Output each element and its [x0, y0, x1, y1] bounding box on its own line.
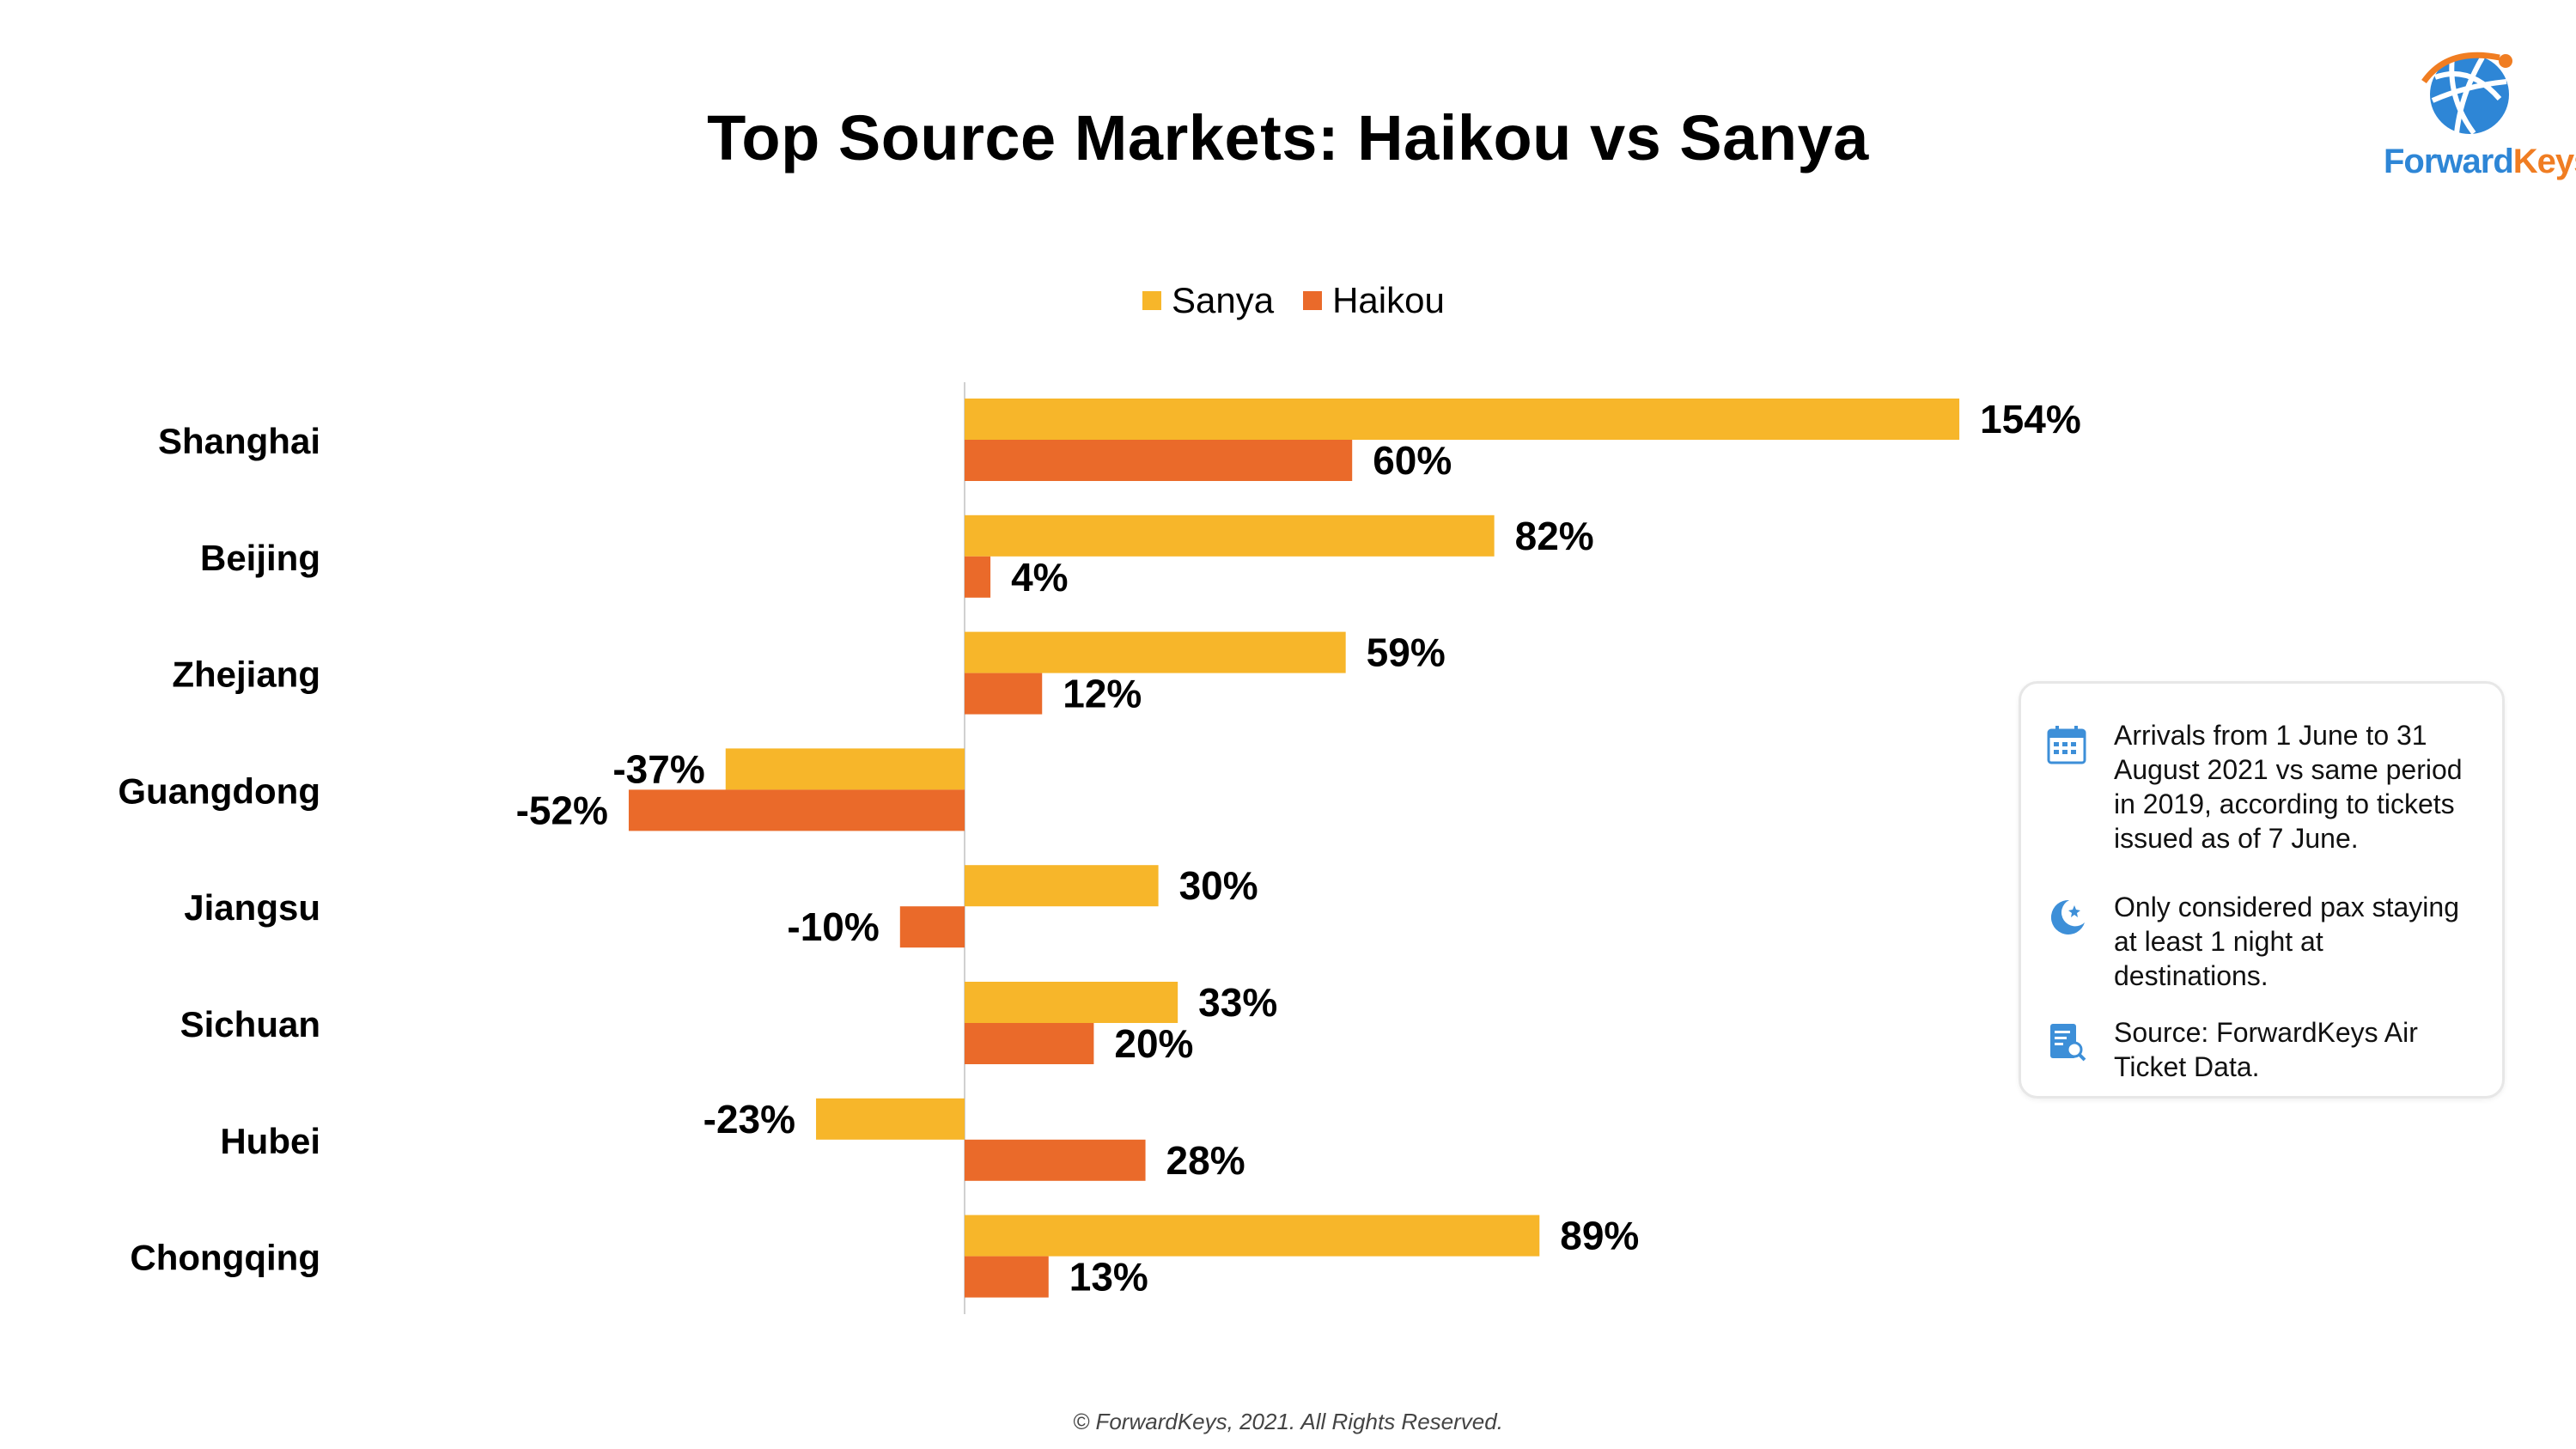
data-label-sanya-sichuan: 33% — [1198, 980, 1277, 1025]
data-label-haikou-jiangsu: -10% — [787, 904, 879, 949]
data-label-sanya-beijing: 82% — [1515, 514, 1594, 558]
category-label-sichuan: Sichuan — [180, 1004, 320, 1044]
bar-haikou-shanghai — [965, 440, 1353, 481]
category-label-beijing: Beijing — [200, 538, 320, 578]
category-label-jiangsu: Jiangsu — [184, 887, 320, 928]
legend-swatch-sanya — [1142, 291, 1161, 310]
data-label-haikou-chongqing: 13% — [1069, 1255, 1148, 1300]
bar-sanya-hubei — [816, 1098, 965, 1140]
logo-text-keys: Keys — [2512, 143, 2576, 180]
category-label-chongqing: Chongqing — [130, 1238, 320, 1278]
bar-haikou-jiangsu — [899, 906, 965, 948]
data-label-haikou-beijing: 4% — [1011, 555, 1068, 600]
bar-haikou-zhejiang — [965, 673, 1043, 715]
data-label-sanya-zhejiang: 59% — [1367, 630, 1446, 675]
data-label-sanya-guangdong: -37% — [612, 746, 704, 791]
bar-sanya-sichuan — [965, 982, 1178, 1023]
data-label-haikou-shanghai: 60% — [1373, 438, 1452, 483]
data-label-haikou-guangdong: -52% — [516, 788, 608, 832]
bar-haikou-sichuan — [965, 1023, 1094, 1064]
forwardkeys-globe-icon — [2421, 52, 2512, 135]
info-row-dates: Arrivals from 1 June to 31 August 2021 v… — [2045, 718, 2482, 855]
bar-haikou-guangdong — [628, 789, 965, 831]
legend-item-sanya: Sanya — [1142, 280, 1274, 321]
data-label-sanya-jiangsu: 30% — [1179, 863, 1258, 908]
chart-title: Top Source Markets: Haikou vs Sanya — [707, 102, 1869, 174]
bar-sanya-jiangsu — [965, 865, 1159, 907]
legend-item-haikou: Haikou — [1303, 280, 1445, 321]
bar-sanya-beijing — [965, 514, 1495, 557]
info-row-nights: Only considered pax staying at least 1 n… — [2045, 890, 2482, 993]
category-label-zhejiang: Zhejiang — [172, 654, 320, 695]
legend-label-sanya: Sanya — [1172, 280, 1275, 320]
bar-sanya-chongqing — [965, 1215, 1540, 1257]
forwardkeys-logo: ForwardKeys — [2384, 143, 2576, 181]
category-label-shanghai: Shanghai — [158, 421, 320, 461]
bar-sanya-zhejiang — [965, 631, 1346, 673]
data-label-sanya-chongqing: 89% — [1560, 1214, 1639, 1258]
copyright-footer: © ForwardKeys, 2021. All Rights Reserved… — [1073, 1409, 1503, 1434]
chart-legend: Sanya Haikou — [1142, 280, 1474, 321]
data-label-haikou-zhejiang: 12% — [1063, 672, 1142, 716]
info-text-nights: Only considered pax staying at least 1 n… — [2114, 892, 2459, 991]
info-text-source: Source: ForwardKeys Air Ticket Data. — [2114, 1017, 2418, 1082]
document-search-icon — [2050, 1024, 2086, 1062]
data-label-haikou-sichuan: 20% — [1114, 1021, 1193, 1066]
bar-haikou-beijing — [965, 556, 991, 598]
bar-sanya-guangdong — [725, 748, 965, 790]
data-label-sanya-shanghai: 154% — [1980, 397, 2081, 441]
bar-haikou-hubei — [965, 1139, 1146, 1181]
category-label-hubei: Hubei — [220, 1121, 320, 1161]
calendar-icon — [2047, 726, 2086, 764]
bar-haikou-chongqing — [965, 1256, 1049, 1298]
data-label-sanya-hubei: -23% — [703, 1097, 795, 1142]
info-text-dates: Arrivals from 1 June to 31 August 2021 v… — [2114, 720, 2463, 854]
info-row-source: Source: ForwardKeys Air Ticket Data. — [2045, 1015, 2482, 1084]
category-label-guangdong: Guangdong — [118, 770, 320, 811]
moon-icon — [2050, 899, 2085, 935]
bar-sanya-shanghai — [965, 399, 1960, 440]
data-label-haikou-hubei: 28% — [1166, 1138, 1245, 1183]
logo-text-forward: Forward — [2384, 143, 2514, 180]
legend-swatch-haikou — [1303, 291, 1323, 310]
legend-label-haikou: Haikou — [1332, 280, 1445, 320]
info-box: Arrivals from 1 June to 31 August 2021 v… — [2019, 681, 2505, 1099]
